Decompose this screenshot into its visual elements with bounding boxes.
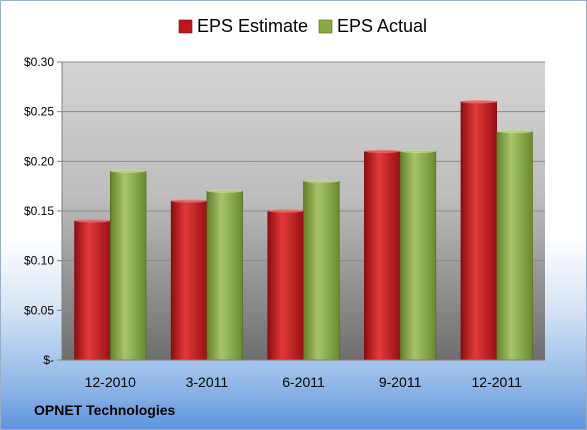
estimate-bar-top xyxy=(267,209,304,213)
y-tick-label: $0.20 xyxy=(24,154,54,168)
y-tick-label: $0.10 xyxy=(24,254,54,268)
actual-bar xyxy=(110,170,147,361)
actual-bar-top xyxy=(110,169,147,173)
actual-bar xyxy=(206,190,243,361)
x-tick-label: 12-2010 xyxy=(85,374,137,390)
actual-bar-top xyxy=(303,179,340,183)
company-name: OPNET Technologies xyxy=(34,402,176,418)
actual-bar-top xyxy=(206,189,243,193)
actual-bar xyxy=(399,151,437,361)
estimate-bar xyxy=(460,101,498,361)
axes: $- $0.05 $0.10 $0.15 $0.20 $0.25 $0.30 12-2010 3… xyxy=(24,55,545,390)
x-tick-label: 6-2011 xyxy=(282,374,325,390)
estimate-bar-top xyxy=(460,100,497,104)
y-tick-label: $0.30 xyxy=(24,55,54,69)
legend: EPS Estimate EPS Actual xyxy=(178,16,427,36)
actual-bar xyxy=(303,180,340,361)
x-tick-label: 3-2011 xyxy=(186,374,229,390)
y-tick-label: $0.05 xyxy=(24,303,54,317)
actual-bar-top xyxy=(496,129,533,134)
y-tick-label: $- xyxy=(43,353,54,367)
estimate-bar xyxy=(267,210,304,361)
estimate-bar xyxy=(364,151,401,361)
legend-swatch-actual xyxy=(318,19,333,34)
estimate-bar-top xyxy=(74,219,111,223)
x-tick-label: 12-2011 xyxy=(472,374,523,390)
legend-label-estimate: EPS Estimate xyxy=(197,16,308,36)
legend-label-actual: EPS Actual xyxy=(337,16,427,36)
actual-bar-top xyxy=(400,149,436,153)
estimate-bar-top xyxy=(171,199,207,203)
x-tick-label: 9-2011 xyxy=(379,374,422,390)
y-tick-label: $0.15 xyxy=(24,204,54,218)
estimate-bar xyxy=(74,220,111,361)
legend-swatch-estimate xyxy=(178,19,193,34)
bars xyxy=(74,100,533,361)
y-tick-label: $0.25 xyxy=(24,105,54,119)
estimate-bar xyxy=(170,200,208,361)
estimate-bar-top xyxy=(364,149,401,153)
actual-bar xyxy=(496,131,533,361)
